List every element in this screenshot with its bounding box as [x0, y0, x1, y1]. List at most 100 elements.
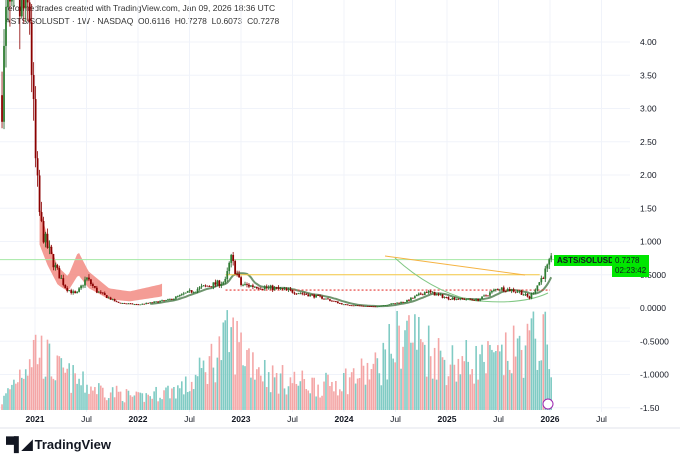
candle-body [253, 286, 256, 288]
candle-body [289, 289, 292, 291]
candle-body [68, 290, 71, 292]
volume-bar [408, 315, 410, 410]
candle-body [48, 246, 51, 248]
candle-body [40, 212, 43, 221]
volume-bar [147, 394, 150, 410]
volume-bar [420, 339, 422, 410]
candle-body [84, 279, 86, 286]
candle-body [228, 262, 231, 272]
volume-bar [443, 359, 446, 410]
candle-body [493, 289, 495, 291]
candle-body [408, 299, 410, 301]
volume-bar [394, 362, 396, 410]
volume-bar [123, 402, 126, 410]
volume-bar [479, 354, 481, 410]
volume-bar [157, 401, 159, 410]
candle-body [214, 282, 217, 285]
tradingview-logo[interactable]: ▀▌◢ TradingView [6, 436, 111, 453]
volume-bar [287, 386, 290, 410]
candle-body [123, 303, 126, 304]
volume-bar [285, 394, 288, 410]
volume-bar [216, 357, 219, 410]
candle-body [50, 246, 53, 255]
candle-body [192, 292, 195, 293]
volume-bar [313, 377, 315, 410]
y-tick-label: 0.5000 [640, 270, 666, 280]
volume-bar [337, 395, 339, 410]
candle-body [97, 291, 100, 293]
volume-bar [125, 389, 128, 410]
candle-body [332, 300, 335, 302]
volume-bar [32, 339, 35, 410]
candle-body [279, 288, 282, 290]
candle-body [524, 294, 527, 295]
candle-body [431, 291, 434, 293]
candle-body [522, 294, 525, 296]
candle-body [473, 299, 476, 301]
volume-bar [220, 360, 223, 410]
volume-bar [536, 369, 539, 410]
volume-bar [481, 344, 483, 410]
candle-body [295, 293, 298, 295]
volume-bar [346, 394, 349, 410]
candle-body [252, 285, 254, 287]
candle-body [165, 299, 167, 301]
volume-bar [352, 368, 355, 410]
volume-bar [236, 320, 238, 410]
candle-body [449, 299, 452, 301]
volume-bar [238, 342, 240, 410]
volume-bar [261, 381, 264, 410]
volume-bar [451, 345, 454, 410]
volume-bar [293, 371, 296, 410]
candle-body [358, 305, 361, 307]
volume-bar [84, 392, 86, 410]
candle-body [3, 45, 5, 122]
y-tick-label: 3.50 [640, 70, 657, 80]
candle-body [216, 280, 219, 285]
candle-body [232, 254, 235, 262]
candle-body [360, 305, 363, 307]
candle-body [169, 299, 171, 300]
candle-body [303, 293, 306, 295]
candle-body [82, 285, 84, 287]
volume-bar [433, 347, 436, 410]
volume-bar [179, 388, 181, 410]
volume-bar [254, 379, 256, 410]
candle-body [261, 288, 264, 290]
candle-body [390, 303, 393, 305]
volume-bar [323, 381, 325, 410]
candle-body [372, 306, 375, 308]
volume-bar [378, 373, 381, 410]
candle-body [534, 290, 537, 294]
candle-body [171, 299, 173, 300]
candle-body [415, 294, 418, 297]
volume-bar [366, 362, 369, 410]
volume-bar [358, 378, 361, 410]
volume-bar [206, 383, 209, 410]
candle-body [518, 290, 521, 292]
x-tick-label: 2025 [438, 414, 457, 424]
candle-body [427, 291, 430, 293]
x-tick-label: 2023 [232, 414, 251, 424]
volume-bar [38, 357, 41, 410]
candle-body [196, 289, 199, 292]
candle-body [42, 220, 45, 243]
volume-bar [339, 389, 341, 410]
candle-body [293, 292, 296, 294]
volume-bar [133, 395, 136, 410]
volume-bar [232, 317, 234, 410]
volume-bar [171, 388, 173, 410]
volume-bar [240, 332, 242, 410]
x-tick-label: 2026 [541, 414, 560, 424]
candle-body [508, 289, 511, 292]
candle-body [212, 282, 215, 288]
volume-bar [414, 314, 416, 410]
candle-body [109, 297, 112, 300]
candle-body [115, 301, 118, 303]
candle-body [131, 303, 134, 305]
volume-bar [5, 393, 7, 410]
candle-body [307, 294, 310, 297]
volume-bar [475, 345, 477, 410]
volume-bar [447, 376, 450, 410]
